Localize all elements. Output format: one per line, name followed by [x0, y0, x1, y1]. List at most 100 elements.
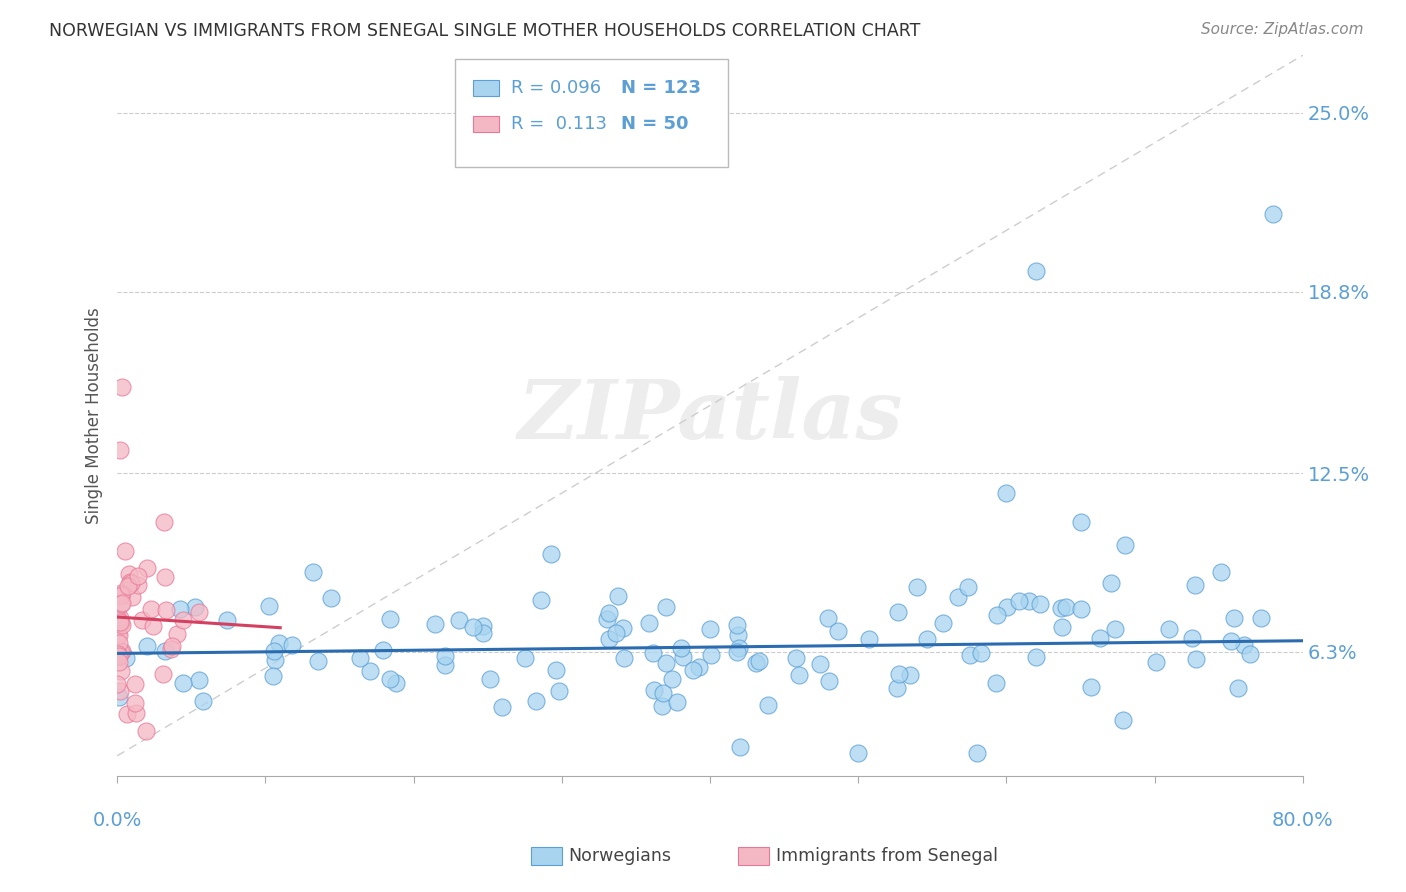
Point	[491, 699, 513, 714]
Point	[108, 611, 131, 625]
Text: 0.0%: 0.0%	[93, 811, 142, 830]
Point	[107, 590, 129, 604]
Point	[380, 672, 402, 686]
Point	[107, 636, 129, 650]
Bar	[472, 79, 499, 95]
Point	[349, 651, 371, 665]
Point	[652, 686, 675, 700]
Point	[948, 591, 970, 605]
Point	[124, 677, 146, 691]
Point	[110, 644, 132, 658]
Point	[153, 516, 176, 530]
Point	[787, 668, 810, 682]
Point	[433, 657, 456, 672]
Point	[107, 628, 129, 642]
Point	[110, 664, 132, 678]
Point	[598, 632, 620, 646]
Point	[1144, 655, 1167, 669]
Point	[110, 644, 132, 658]
Point	[160, 642, 183, 657]
Point	[160, 639, 183, 653]
Point	[931, 615, 953, 630]
Point	[1223, 611, 1246, 625]
Point	[111, 380, 134, 394]
Point	[1099, 576, 1122, 591]
Point	[117, 579, 139, 593]
Point	[125, 706, 148, 720]
Point	[817, 611, 839, 625]
Point	[1159, 622, 1181, 636]
Point	[637, 616, 659, 631]
Point	[529, 593, 551, 607]
Point	[959, 648, 981, 662]
Point	[1104, 622, 1126, 636]
Point	[613, 651, 636, 665]
Text: 80.0%: 80.0%	[1272, 811, 1334, 830]
Point	[818, 673, 841, 688]
Text: R =  0.113: R = 0.113	[510, 114, 607, 133]
Point	[846, 746, 869, 760]
Point	[1050, 620, 1073, 634]
Point	[984, 676, 1007, 690]
Point	[463, 620, 485, 634]
Point	[136, 561, 159, 575]
Point	[727, 628, 749, 642]
Point	[114, 650, 136, 665]
Point	[596, 612, 619, 626]
Point	[728, 641, 751, 656]
Point	[110, 597, 132, 611]
Point	[121, 591, 143, 605]
Point	[1233, 638, 1256, 652]
Point	[1025, 649, 1047, 664]
Point	[1080, 680, 1102, 694]
Point	[215, 613, 238, 627]
Point	[111, 618, 134, 632]
Point	[269, 636, 291, 650]
Point	[108, 690, 131, 704]
Point	[1184, 652, 1206, 666]
Point	[887, 666, 910, 681]
Point	[756, 698, 779, 712]
Point	[661, 673, 683, 687]
Point	[1181, 631, 1204, 645]
Point	[380, 611, 402, 625]
Point	[598, 607, 620, 621]
Point	[956, 581, 979, 595]
Point	[915, 632, 938, 646]
Point	[1025, 264, 1047, 278]
Point	[672, 650, 695, 665]
Point	[995, 599, 1018, 614]
Point	[191, 694, 214, 708]
Point	[1219, 634, 1241, 648]
Point	[262, 668, 284, 682]
Point	[120, 574, 142, 589]
Point	[827, 624, 849, 639]
Point	[110, 589, 132, 603]
Point	[187, 605, 209, 619]
Point	[725, 618, 748, 632]
Point	[111, 596, 134, 610]
Point	[257, 599, 280, 614]
Text: N = 123: N = 123	[621, 78, 702, 96]
Point	[114, 544, 136, 558]
Point	[1070, 515, 1092, 529]
Point	[139, 601, 162, 615]
Point	[655, 657, 678, 671]
Point	[127, 569, 149, 583]
Point	[1184, 578, 1206, 592]
Point	[605, 625, 627, 640]
Point	[858, 632, 880, 646]
Point	[131, 613, 153, 627]
Point	[359, 664, 381, 678]
Point	[808, 657, 831, 672]
Text: R = 0.096: R = 0.096	[510, 78, 600, 96]
Point	[107, 677, 129, 691]
Point	[666, 694, 689, 708]
Point	[385, 676, 408, 690]
Point	[1226, 681, 1249, 695]
Point	[110, 615, 132, 630]
Point	[744, 657, 766, 671]
Point	[135, 639, 157, 653]
Point	[1239, 647, 1261, 661]
Point	[127, 578, 149, 592]
